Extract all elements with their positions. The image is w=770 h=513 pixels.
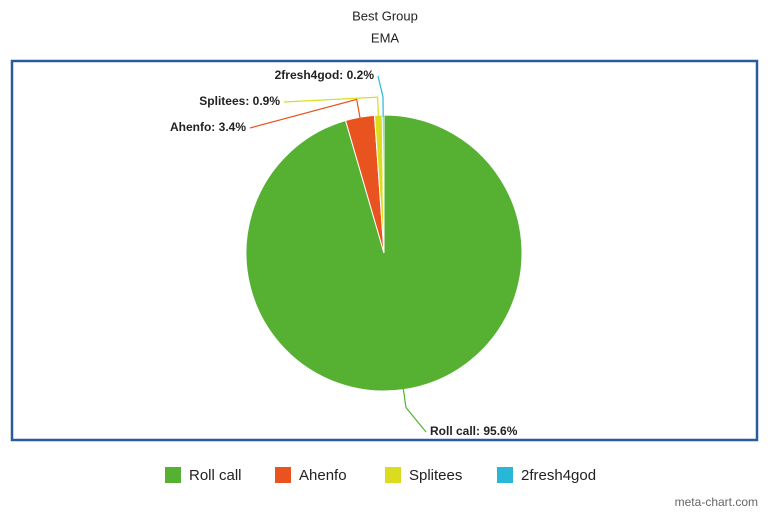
legend-label: Ahenfo — [299, 467, 347, 484]
credit: meta-chart.com — [675, 495, 758, 509]
legend-label: 2fresh4god — [521, 467, 596, 484]
label-connector — [283, 96, 380, 118]
plot-border — [10, 59, 759, 442]
label-connector — [249, 98, 361, 129]
label-connector — [377, 75, 384, 118]
data-label: Splitees: 0.9% — [199, 94, 280, 108]
legend-swatch — [165, 467, 181, 483]
data-label: Ahenfo: 3.4% — [170, 120, 246, 134]
legend-swatch — [497, 467, 513, 483]
legend-label: Splitees — [409, 467, 462, 484]
label-connector — [402, 387, 427, 433]
data-label: Roll call: 95.6% — [430, 424, 518, 438]
chart-title: Best Group — [352, 8, 418, 23]
legend-swatch — [385, 467, 401, 483]
legend-label: Roll call — [189, 467, 242, 484]
data-label: 2fresh4god: 0.2% — [275, 68, 375, 82]
legend-swatch — [275, 467, 291, 483]
chart-subtitle: EMA — [371, 30, 400, 45]
